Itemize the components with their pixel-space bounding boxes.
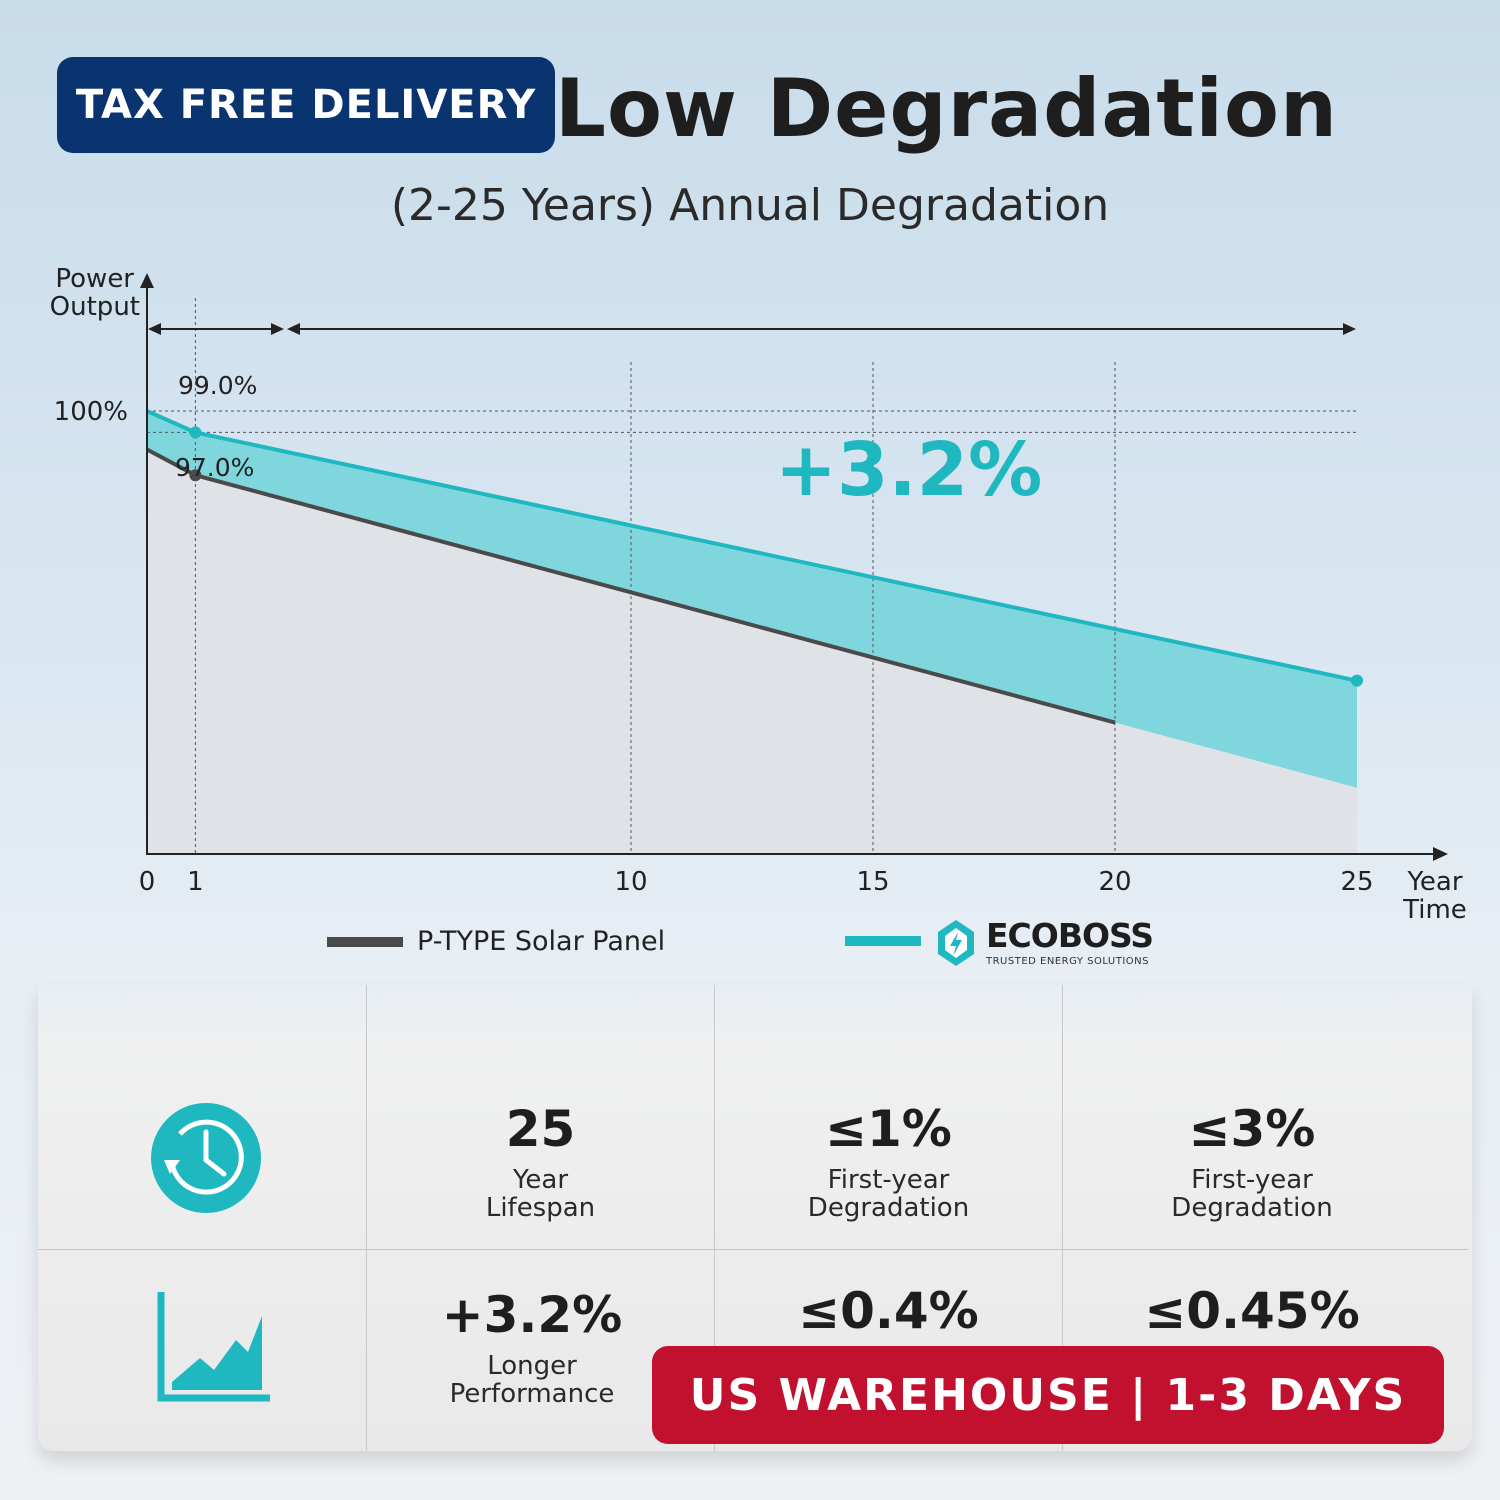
first-year-degradation-ptype-label-line2: Degradation xyxy=(1171,1193,1333,1223)
x-axis-label-line2: Time xyxy=(1402,895,1467,925)
vertical-grid xyxy=(194,298,1116,854)
page-title: Low Degradation xyxy=(555,62,1338,155)
first-year-degradation-ecoboss-label-line1: First-year xyxy=(827,1165,950,1195)
y-axis-arrow xyxy=(140,273,154,288)
lifespan-label-line2: Lifespan xyxy=(485,1193,596,1223)
x-tick-10: 10 xyxy=(614,867,647,897)
gain-band xyxy=(147,411,1357,788)
first-year-degradation-ecoboss-label-line2: Degradation xyxy=(807,1193,970,1223)
longer-performance-value: +3.2% xyxy=(441,1286,623,1344)
ptype-year1-point xyxy=(189,469,202,482)
annual-degradation-ptype-cell: ≤0.45% xyxy=(1063,1286,1441,1336)
tax-free-delivery-badge: TAX FREE DELIVERY xyxy=(57,57,555,153)
area-chart-icon xyxy=(156,1290,272,1410)
table-divider-3 xyxy=(1062,985,1063,1451)
x-tick-25: 25 xyxy=(1340,867,1373,897)
annotation-97: 97.0% xyxy=(175,453,254,482)
clock-history-icon xyxy=(150,1102,262,1218)
legend-ptype: P-TYPE Solar Panel xyxy=(327,926,665,957)
x-tick-labels: 0 1 10 15 20 25 xyxy=(139,867,1374,897)
annotation-gain: +3.2% xyxy=(775,427,1042,513)
annotation-99: 99.0% xyxy=(178,371,257,400)
us-warehouse-badge: US WAREHOUSE | 1-3 DAYS xyxy=(652,1346,1444,1444)
span-arrow-years2-25 xyxy=(287,323,1356,335)
first-year-degradation-ecoboss-value: ≤1% xyxy=(825,1100,952,1158)
lifespan-label-line1: Year xyxy=(512,1165,569,1195)
page-subtitle: (2-25 Years) Annual Degradation xyxy=(390,180,1110,231)
first-year-degradation-ptype-cell: ≤3% First-year Degradation xyxy=(1063,1104,1441,1222)
annual-degradation-ptype-value: ≤0.45% xyxy=(1144,1282,1360,1340)
first-year-degradation-ptype-label-line1: First-year xyxy=(1191,1165,1313,1195)
annual-degradation-ecoboss-cell: ≤0.4% xyxy=(715,1286,1062,1336)
x-tick-0: 0 xyxy=(139,867,156,897)
table-row-divider xyxy=(38,1249,1468,1250)
lifespan-cell: 25 Year Lifespan xyxy=(367,1104,714,1222)
x-axis-label-line1: Year xyxy=(1406,867,1462,897)
ecoboss-year1-point xyxy=(189,426,202,439)
table-divider-1 xyxy=(366,985,367,1451)
first-year-degradation-ptype-label: First-year Degradation xyxy=(1063,1166,1441,1222)
y-axis-label-line1: Power xyxy=(55,264,134,294)
y-axis-label-line2: Output xyxy=(50,292,140,322)
ptype-area xyxy=(147,449,1357,854)
span-arrow-year1 xyxy=(148,323,284,335)
lifespan-label: Year Lifespan xyxy=(367,1166,714,1222)
legend-ptype-swatch xyxy=(327,936,403,947)
x-tick-15: 15 xyxy=(856,867,889,897)
x-axis-arrow xyxy=(1433,847,1448,861)
longer-performance-label-line2: Performance xyxy=(449,1379,615,1409)
lifespan-value: 25 xyxy=(505,1100,576,1158)
table-divider-2 xyxy=(714,985,715,1451)
legend-ptype-label: P-TYPE Solar Panel xyxy=(417,926,666,957)
longer-performance-cell: +3.2% Longer Performance xyxy=(367,1290,697,1408)
first-year-degradation-ecoboss-cell: ≤1% First-year Degradation xyxy=(715,1104,1062,1222)
longer-performance-label-line1: Longer xyxy=(487,1351,577,1381)
ecoboss-year25-point xyxy=(1351,674,1363,687)
y-tick-100: 100% xyxy=(54,397,128,427)
degradation-chart: Power Output 100% 99.0% 97.0% +3.2% 0 1 10… xyxy=(50,264,1467,925)
legend-ecoboss-swatch xyxy=(845,936,921,946)
brand-name: ECOBOSS xyxy=(986,916,1154,955)
ecoboss-logo: ECOBOSS TRUSTED ENERGY SOLUTIONS xyxy=(934,916,1154,968)
first-year-degradation-ptype-value: ≤3% xyxy=(1188,1100,1316,1158)
legend-ecoboss-swatch-wrap xyxy=(845,936,921,946)
brand-tagline: TRUSTED ENERGY SOLUTIONS xyxy=(986,956,1150,967)
ecoboss-logo-icon xyxy=(938,920,974,966)
x-tick-20: 20 xyxy=(1098,867,1131,897)
first-year-degradation-ecoboss-label: First-year Degradation xyxy=(715,1166,1062,1222)
x-tick-1: 1 xyxy=(187,867,204,897)
longer-performance-label: Longer Performance xyxy=(367,1352,697,1408)
annual-degradation-ecoboss-value: ≤0.4% xyxy=(798,1282,979,1340)
